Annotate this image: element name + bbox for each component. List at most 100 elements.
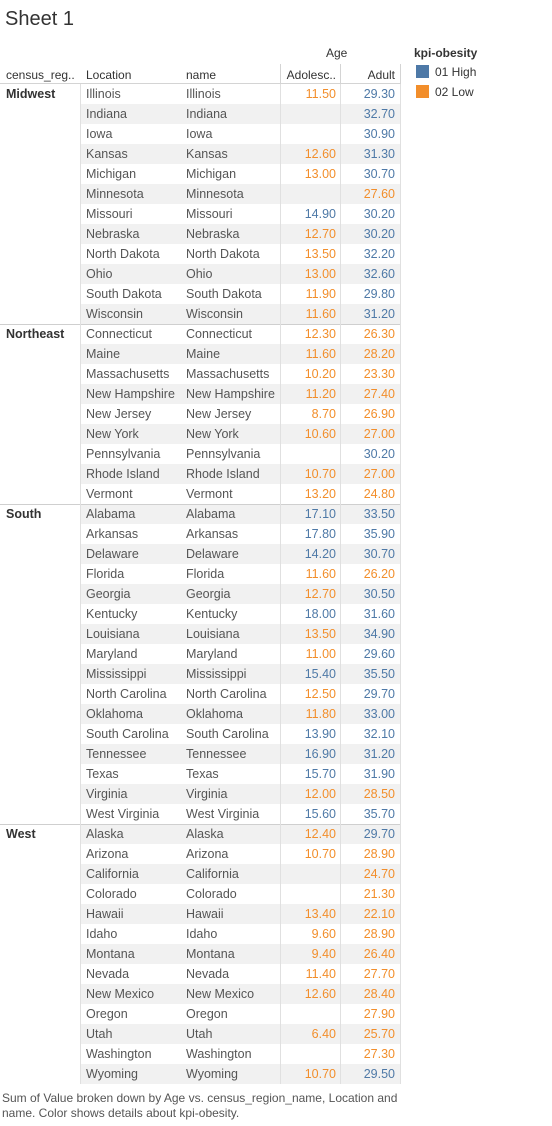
table-row[interactable]: North Dakota North Dakota 13.50 32.20 [0, 244, 401, 264]
table-row[interactable]: Idaho Idaho 9.60 28.90 [0, 924, 401, 944]
name-cell[interactable]: Kentucky [186, 607, 238, 621]
adult-value-cell[interactable]: 27.00 [363, 427, 395, 441]
location-cell[interactable]: South Dakota [86, 287, 162, 301]
name-cell[interactable]: Hawaii [186, 907, 224, 921]
table-row[interactable]: Wisconsin Wisconsin 11.60 31.20 [0, 304, 401, 324]
name-cell[interactable]: Vermont [186, 487, 233, 501]
adult-value-cell[interactable]: 29.80 [363, 287, 395, 301]
adult-value-cell[interactable]: 22.10 [363, 907, 395, 921]
table-row[interactable]: California California 24.70 [0, 864, 401, 884]
adult-value-cell[interactable]: 34.90 [363, 627, 395, 641]
location-cell[interactable]: Georgia [86, 587, 131, 601]
adolescent-value-cell[interactable]: 14.20 [304, 547, 336, 561]
name-cell[interactable]: Oklahoma [186, 707, 243, 721]
adult-value-cell[interactable]: 30.50 [363, 587, 395, 601]
location-cell[interactable]: Oregon [86, 1007, 128, 1021]
location-cell[interactable]: Nevada [86, 967, 130, 981]
name-cell[interactable]: Colorado [186, 887, 237, 901]
location-cell[interactable]: Washington [86, 1047, 152, 1061]
adult-value-cell[interactable]: 33.50 [363, 507, 395, 521]
location-cell[interactable]: Wisconsin [86, 307, 143, 321]
name-cell[interactable]: South Carolina [186, 727, 269, 741]
adolescent-value-cell[interactable]: 12.00 [304, 787, 336, 801]
name-cell[interactable]: New York [186, 427, 239, 441]
adult-value-cell[interactable]: 32.10 [363, 727, 395, 741]
adult-value-cell[interactable]: 27.70 [363, 967, 395, 981]
name-cell[interactable]: Idaho [186, 927, 218, 941]
table-row[interactable]: West Virginia West Virginia 15.60 35.70 [0, 804, 401, 824]
adolescent-value-cell[interactable]: 12.70 [304, 587, 336, 601]
location-cell[interactable]: Alabama [86, 507, 136, 521]
adolescent-value-cell[interactable]: 13.90 [304, 727, 336, 741]
adult-value-cell[interactable]: 29.30 [363, 87, 395, 101]
table-row[interactable]: Montana Montana 9.40 26.40 [0, 944, 401, 964]
location-cell[interactable]: Massachusetts [86, 367, 170, 381]
location-cell[interactable]: Oklahoma [86, 707, 143, 721]
location-cell[interactable]: Illinois [86, 87, 121, 101]
adolescent-value-cell[interactable]: 13.00 [304, 267, 336, 281]
name-cell[interactable]: Minnesota [186, 187, 244, 201]
table-row[interactable]: Maryland Maryland 11.00 29.60 [0, 644, 401, 664]
name-cell[interactable]: Iowa [186, 127, 213, 141]
adolescent-value-cell[interactable]: 6.40 [311, 1027, 336, 1041]
adult-value-cell[interactable]: 28.20 [363, 347, 395, 361]
adolescent-value-cell[interactable]: 13.50 [304, 627, 336, 641]
name-cell[interactable]: Oregon [186, 1007, 228, 1021]
table-row[interactable]: Rhode Island Rhode Island 10.70 27.00 [0, 464, 401, 484]
adolescent-value-cell[interactable]: 9.40 [311, 947, 336, 961]
table-row[interactable]: Wyoming Wyoming 10.70 29.50 [0, 1064, 401, 1084]
name-cell[interactable]: Connecticut [186, 327, 253, 341]
location-cell[interactable]: Kansas [86, 147, 128, 161]
adult-value-cell[interactable]: 29.70 [363, 827, 395, 841]
table-row[interactable]: Vermont Vermont 13.20 24.80 [0, 484, 401, 504]
name-header[interactable]: name [186, 68, 217, 82]
name-cell[interactable]: Michigan [186, 167, 237, 181]
adult-value-cell[interactable]: 29.50 [363, 1067, 395, 1081]
adolescent-value-cell[interactable]: 11.40 [305, 967, 336, 981]
name-cell[interactable]: Florida [186, 567, 225, 581]
location-cell[interactable]: California [86, 867, 139, 881]
name-cell[interactable]: Illinois [186, 87, 221, 101]
adult-value-cell[interactable]: 27.90 [363, 1007, 395, 1021]
adult-value-cell[interactable]: 26.20 [363, 567, 395, 581]
adolescent-value-cell[interactable]: 11.50 [305, 87, 336, 101]
adolescent-value-cell[interactable]: 17.80 [304, 527, 336, 541]
name-cell[interactable]: Tennessee [186, 747, 247, 761]
adolescent-value-cell[interactable]: 13.40 [304, 907, 336, 921]
adolescent-value-cell[interactable]: 11.90 [305, 287, 336, 301]
adult-value-cell[interactable]: 24.80 [363, 487, 395, 501]
name-cell[interactable]: Nevada [186, 967, 230, 981]
name-cell[interactable]: Washington [186, 1047, 252, 1061]
table-row[interactable]: New Hampshire New Hampshire 11.20 27.40 [0, 384, 401, 404]
name-cell[interactable]: North Carolina [186, 687, 267, 701]
table-row[interactable]: Michigan Michigan 13.00 30.70 [0, 164, 401, 184]
adolescent-value-cell[interactable]: 11.80 [305, 707, 336, 721]
table-row[interactable]: Arkansas Arkansas 17.80 35.90 [0, 524, 401, 544]
adult-value-cell[interactable]: 27.60 [363, 187, 395, 201]
table-row[interactable]: New Jersey New Jersey 8.70 26.90 [0, 404, 401, 424]
name-cell[interactable]: Alaska [186, 827, 224, 841]
location-cell[interactable]: Virginia [86, 787, 128, 801]
table-row[interactable]: South Carolina South Carolina 13.90 32.10 [0, 724, 401, 744]
location-cell[interactable]: Texas [86, 767, 119, 781]
name-cell[interactable]: Rhode Island [186, 467, 260, 481]
adult-value-cell[interactable]: 35.70 [363, 807, 395, 821]
location-cell[interactable]: Idaho [86, 927, 118, 941]
location-cell[interactable]: North Dakota [86, 247, 160, 261]
location-cell[interactable]: Rhode Island [86, 467, 160, 481]
legend-title[interactable]: kpi-obesity [414, 46, 478, 60]
adult-value-cell[interactable]: 30.90 [363, 127, 395, 141]
adult-value-cell[interactable]: 30.70 [363, 167, 395, 181]
adolescent-value-cell[interactable]: 12.60 [304, 987, 336, 1001]
table-row[interactable]: Pennsylvania Pennsylvania 30.20 [0, 444, 401, 464]
adult-value-cell[interactable]: 27.00 [363, 467, 395, 481]
region-label[interactable]: Midwest [6, 87, 56, 101]
location-cell[interactable]: Iowa [86, 127, 113, 141]
location-cell[interactable]: Alaska [86, 827, 124, 841]
location-cell[interactable]: Florida [86, 567, 125, 581]
location-cell[interactable]: New Jersey [86, 407, 152, 421]
adult-value-cell[interactable]: 23.30 [363, 367, 395, 381]
adult-value-cell[interactable]: 21.30 [363, 887, 395, 901]
location-cell[interactable]: Wyoming [86, 1067, 138, 1081]
table-row[interactable]: Indiana Indiana 32.70 [0, 104, 401, 124]
